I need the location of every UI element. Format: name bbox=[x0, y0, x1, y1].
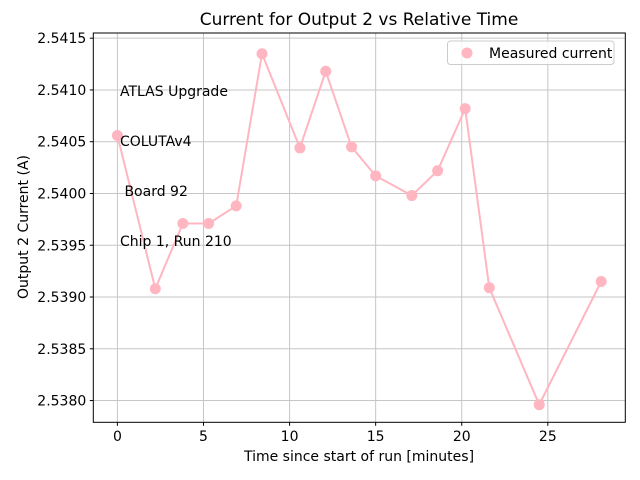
legend-label: Measured current bbox=[489, 46, 613, 62]
tick-layer: 0 5 10 15 20 25 2.5380 2.5385 2.5390 2.5395 2.5400… bbox=[37, 31, 556, 445]
data-point bbox=[459, 103, 471, 115]
y-tick-label: 2.5390 bbox=[37, 290, 86, 306]
data-point bbox=[149, 283, 161, 295]
data-point bbox=[370, 170, 382, 182]
chart-title: Current for Output 2 vs Relative Time bbox=[200, 10, 519, 30]
y-tick-label: 2.5405 bbox=[37, 135, 86, 151]
x-tick-label: 5 bbox=[199, 429, 208, 445]
data-point bbox=[320, 65, 332, 77]
x-axis-label: Time since start of run [minutes] bbox=[243, 449, 474, 465]
data-point bbox=[256, 48, 268, 60]
annotation-line: COLUTAv4 bbox=[120, 133, 192, 150]
data-point bbox=[177, 218, 189, 230]
y-tick-label: 2.5415 bbox=[37, 31, 86, 47]
y-tick-label: 2.5400 bbox=[37, 186, 86, 202]
annotation-line: Chip 1, Run 210 bbox=[120, 233, 232, 250]
data-point bbox=[294, 142, 306, 154]
legend: Measured current bbox=[447, 40, 615, 65]
x-tick-label: 15 bbox=[367, 429, 385, 445]
data-point bbox=[111, 130, 123, 142]
data-point bbox=[432, 165, 444, 177]
data-point bbox=[595, 275, 607, 287]
annotation-block: ATLAS Upgrade COLUTAv4 Board 92 Chip 1, … bbox=[120, 51, 232, 283]
data-point bbox=[406, 190, 418, 202]
x-tick-label: 25 bbox=[539, 429, 557, 445]
annotation-line: Board 92 bbox=[120, 183, 188, 200]
data-point bbox=[533, 399, 545, 411]
legend-marker-icon bbox=[461, 47, 473, 59]
y-tick-label: 2.5385 bbox=[37, 342, 86, 358]
y-tick-label: 2.5410 bbox=[37, 83, 86, 99]
data-point bbox=[483, 282, 495, 294]
grid-layer bbox=[93, 33, 626, 423]
annotation-line: ATLAS Upgrade bbox=[120, 84, 228, 101]
y-tick-label: 2.5380 bbox=[37, 394, 86, 410]
data-line bbox=[116, 52, 603, 406]
x-tick-label: 0 bbox=[113, 429, 122, 445]
axes-border bbox=[92, 32, 626, 423]
data-point bbox=[230, 200, 242, 212]
y-tick-label: 2.5395 bbox=[37, 238, 86, 254]
data-point bbox=[203, 218, 215, 230]
data-point bbox=[346, 141, 358, 153]
x-tick-label: 20 bbox=[453, 429, 471, 445]
data-series-layer bbox=[111, 48, 607, 411]
y-axis-label: Output 2 Current (A) bbox=[16, 155, 32, 299]
x-tick-label: 10 bbox=[281, 429, 299, 445]
axes-spines bbox=[92, 32, 626, 423]
legend-box bbox=[447, 40, 615, 65]
